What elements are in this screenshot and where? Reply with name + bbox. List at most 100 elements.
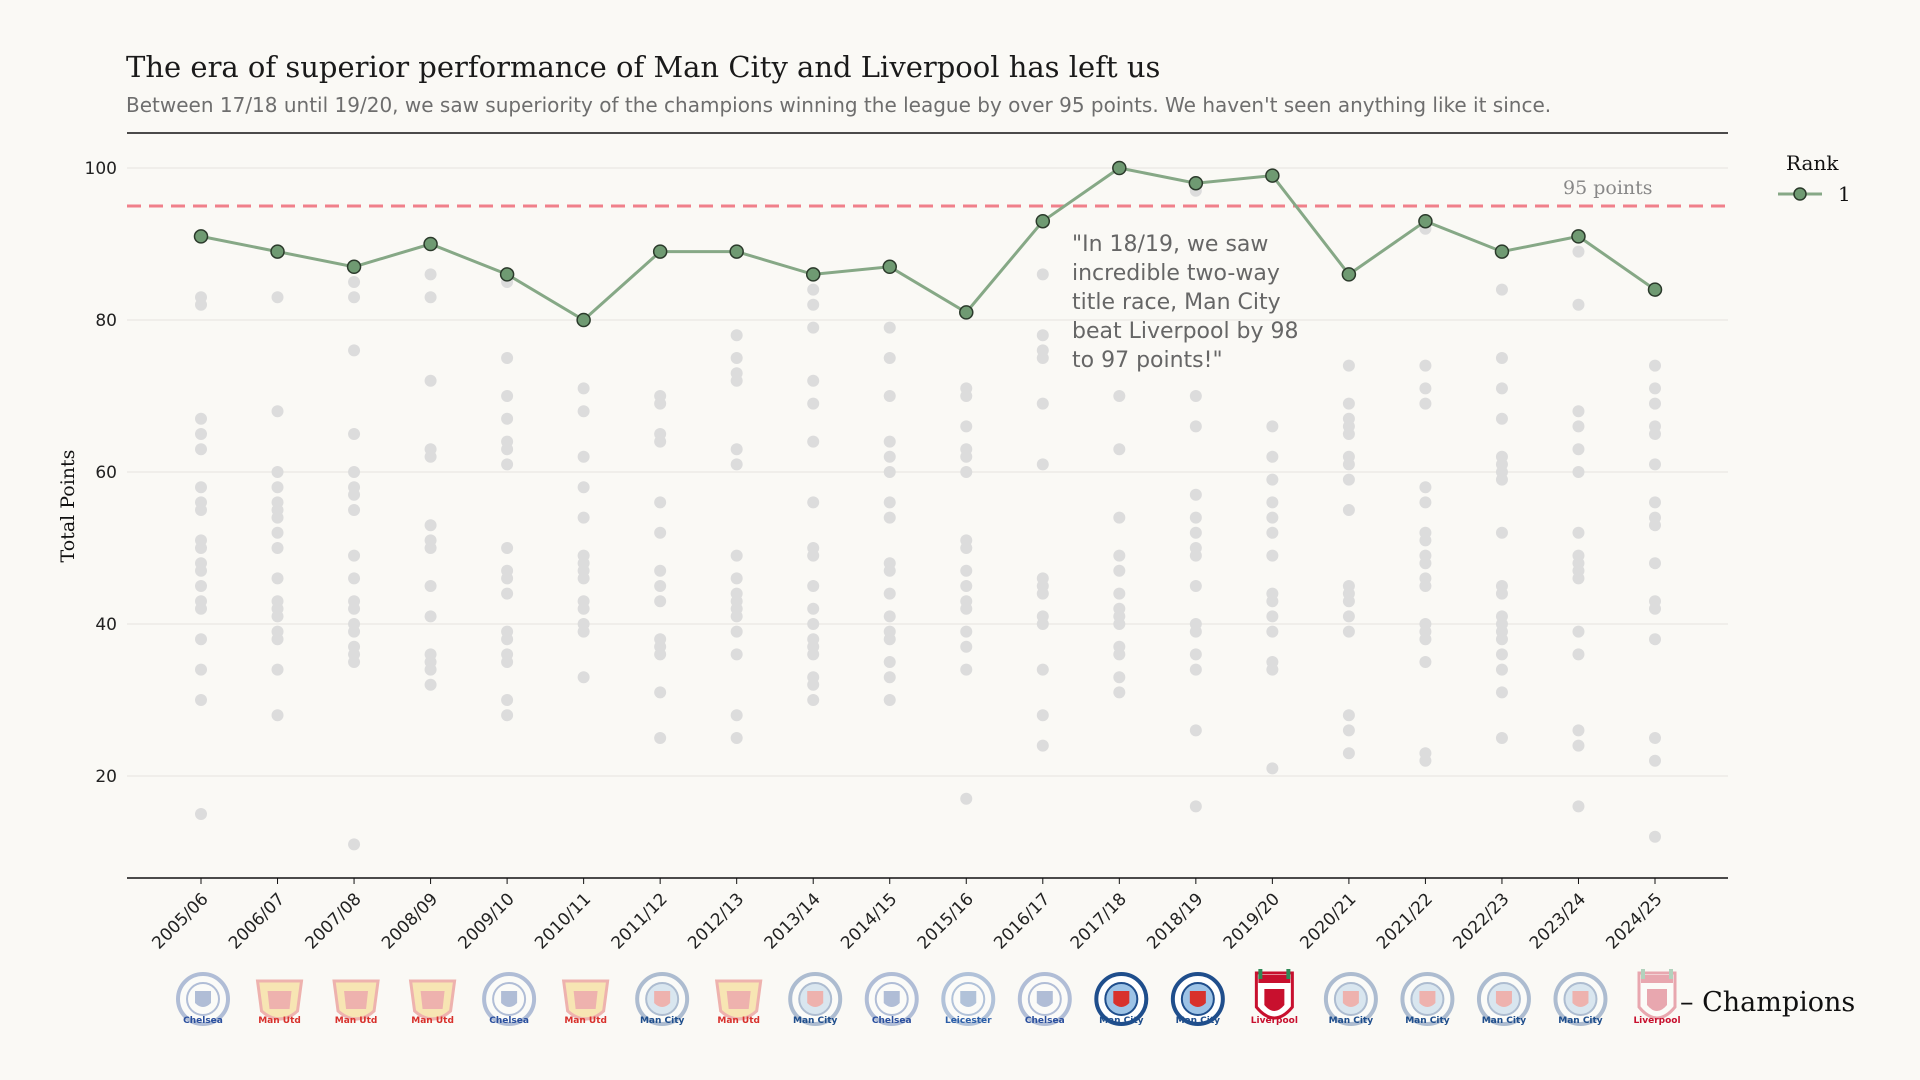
other-team-point xyxy=(348,572,361,585)
x-tick-label: 2024/25 xyxy=(1602,889,1666,953)
x-tick-label: 2008/09 xyxy=(378,889,442,953)
other-team-point xyxy=(348,656,361,668)
champion-point xyxy=(1035,213,1051,229)
other-team-point xyxy=(1266,610,1279,623)
other-team-point xyxy=(807,283,820,296)
other-team-point xyxy=(654,595,667,608)
champion-logo-man-utd xyxy=(714,979,763,1021)
other-team-point xyxy=(1572,724,1585,737)
other-team-point xyxy=(960,390,973,402)
other-team-point xyxy=(960,564,973,577)
other-team-point xyxy=(1342,397,1355,410)
other-team-point xyxy=(1649,519,1661,532)
other-team-point xyxy=(1649,382,1661,395)
other-team-point xyxy=(807,618,820,630)
other-team-point xyxy=(1342,595,1355,608)
chart-title: The era of superior performance of Man C… xyxy=(126,50,1161,84)
other-team-point xyxy=(1572,245,1585,258)
other-team-point xyxy=(1649,557,1661,570)
other-team-point xyxy=(1266,450,1279,463)
other-team-point xyxy=(1495,473,1508,486)
other-team-point xyxy=(807,397,820,410)
other-team-point xyxy=(883,564,896,577)
other-team-point xyxy=(654,686,667,699)
champion-logo-liverpool xyxy=(1637,969,1677,1020)
other-team-point xyxy=(271,542,284,554)
other-team-point xyxy=(424,268,437,281)
other-team-point xyxy=(1189,420,1202,433)
other-team-point xyxy=(1113,511,1126,524)
other-team-point xyxy=(348,549,361,562)
other-team-point xyxy=(424,663,437,676)
champion-point xyxy=(1571,229,1586,244)
other-team-point xyxy=(654,564,667,577)
other-team-point xyxy=(271,663,284,676)
other-team-point xyxy=(654,397,667,410)
legend-title: Rank xyxy=(1786,151,1839,175)
other-team-point xyxy=(1266,496,1279,509)
other-team-point xyxy=(1113,671,1126,684)
annotation-line: title race, Man City xyxy=(1072,290,1281,315)
other-team-point xyxy=(730,443,743,456)
champion-logo-man-city xyxy=(788,972,843,1026)
other-team-point xyxy=(1495,526,1508,539)
other-team-point xyxy=(1572,420,1585,433)
other-team-point xyxy=(1419,534,1432,547)
other-team-point xyxy=(1113,390,1126,402)
other-team-point xyxy=(271,405,284,418)
champion-point xyxy=(423,236,438,252)
champion-point xyxy=(1341,267,1357,282)
other-team-point xyxy=(1495,283,1508,296)
other-team-point xyxy=(1036,352,1049,364)
other-team-point xyxy=(424,542,437,554)
other-team-point xyxy=(1036,663,1049,676)
champion-logo-lettering: Man City xyxy=(793,1016,838,1026)
x-tick-label: 2009/10 xyxy=(455,889,519,953)
other-team-point xyxy=(1649,602,1661,615)
other-team-point xyxy=(960,625,973,638)
other-team-point xyxy=(271,291,284,304)
other-team-point xyxy=(807,496,820,509)
chart-subtitle: Between 17/18 until 19/20, we saw superi… xyxy=(126,93,1552,117)
other-team-point xyxy=(730,549,743,562)
other-team-point xyxy=(424,374,437,387)
other-team-point xyxy=(577,671,590,684)
other-team-point xyxy=(1036,739,1049,752)
other-team-point xyxy=(1189,526,1202,539)
other-team-point xyxy=(1572,466,1585,478)
x-tick-label: 2016/17 xyxy=(990,889,1054,953)
other-team-point xyxy=(883,352,896,364)
other-team-point xyxy=(1113,564,1126,577)
other-team-point xyxy=(348,838,361,851)
other-team-point xyxy=(195,412,207,425)
other-team-point xyxy=(1342,724,1355,737)
other-team-point xyxy=(1495,352,1508,364)
other-team-point xyxy=(654,526,667,539)
other-team-point xyxy=(1036,329,1049,342)
other-team-point xyxy=(1649,458,1661,471)
y-tick-label: 40 xyxy=(95,615,117,635)
other-team-point xyxy=(1113,618,1126,630)
champion-logo-lettering: Man Utd xyxy=(564,1016,607,1026)
other-team-point xyxy=(1649,732,1661,744)
x-tick-label: 2018/19 xyxy=(1143,889,1207,953)
other-team-point xyxy=(577,481,590,494)
other-team-point xyxy=(1649,428,1661,440)
other-team-point xyxy=(960,466,973,478)
other-team-point xyxy=(883,587,896,600)
other-team-point xyxy=(1649,359,1661,372)
champion-logo-lettering: Leicester xyxy=(945,1016,992,1026)
other-team-point xyxy=(883,656,896,668)
other-team-point xyxy=(883,435,896,448)
champion-logo-man-city xyxy=(1323,972,1378,1026)
other-team-point xyxy=(577,602,590,615)
champion-logo-chelsea xyxy=(864,972,919,1026)
other-team-point xyxy=(1572,739,1585,752)
other-team-point xyxy=(501,694,514,706)
other-team-point xyxy=(1266,625,1279,638)
other-team-point xyxy=(807,549,820,562)
other-team-point xyxy=(960,542,973,554)
other-team-point xyxy=(195,481,207,494)
other-team-point xyxy=(271,466,284,478)
champion-logo-lettering: Man Utd xyxy=(411,1016,454,1026)
